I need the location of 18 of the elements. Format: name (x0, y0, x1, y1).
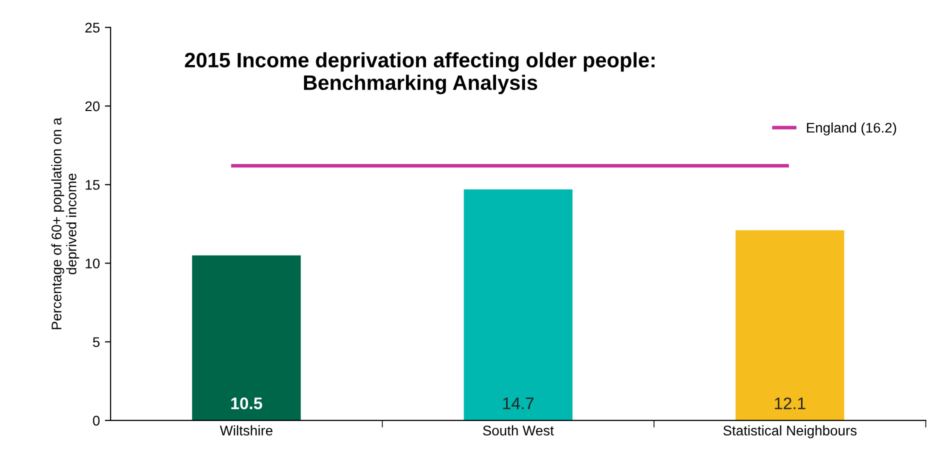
x-tick-label: South West (483, 425, 554, 436)
x-tick-label: Statistical Neighbours (723, 425, 857, 438)
bar (736, 230, 844, 420)
data-label: 10.5 (231, 397, 262, 410)
y-tick-label: 10 (86, 258, 100, 268)
data-label: 12.1 (774, 397, 806, 410)
y-tick-label: 0 (92, 416, 100, 426)
legend-label: England (16.2) (806, 122, 896, 136)
y-tick-label: 20 (85, 101, 100, 112)
y-tick-label: 15 (86, 180, 100, 190)
text: 2015 Income deprivation affecting older people: Benchmarking Analysis (184, 52, 655, 94)
bar (192, 255, 301, 420)
x-tick-label: Wiltshire (220, 425, 272, 436)
bar (464, 189, 573, 420)
data-label: 14.7 (503, 398, 534, 410)
y-tick-label: 25 (85, 22, 100, 33)
y-axis-title: Percentage of 60+ population on a deprived income (51, 118, 80, 330)
y-tick-label: 5 (92, 337, 100, 348)
